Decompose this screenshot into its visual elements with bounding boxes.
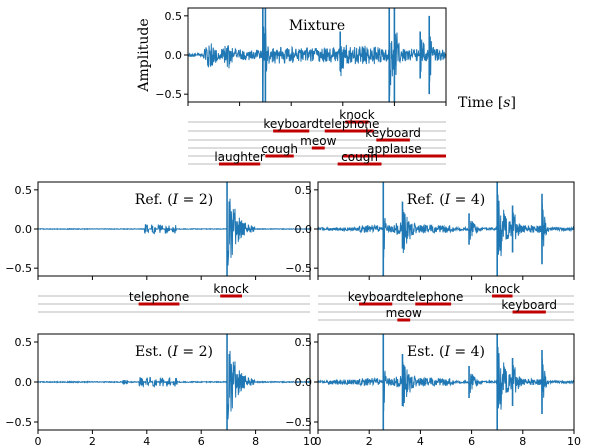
est4-xtick-label: 6	[468, 435, 475, 448]
est4-panel: 0.5 0.0 −0.50 2 4 6 8 10 Est. (I = 4)	[285, 333, 581, 448]
mixture-event-label: cough	[261, 142, 298, 156]
mixture-waveform-line	[188, 26, 446, 96]
ref4-ytick-label: 0.0	[295, 223, 313, 236]
est4-title: Est. (I = 4)	[407, 344, 485, 360]
mixture-event-label: keyboard	[365, 126, 421, 140]
est4-waveform	[318, 334, 574, 430]
ref2-waveform	[38, 182, 310, 276]
est4-ytick-label: −0.5	[285, 416, 312, 429]
mixture-event-label: laughter	[214, 150, 265, 164]
mixture-ylabel: Amplitude	[136, 18, 152, 92]
est2-ytick-label: 0.5	[15, 336, 33, 349]
est4-xtick-label: 0	[315, 435, 322, 448]
est4-xtick-label: 2	[366, 435, 373, 448]
ref2-event-track: telephone knock	[38, 282, 310, 313]
mixture-ytick-label: 0.5	[165, 10, 183, 23]
ref4-event-label: meow	[386, 306, 422, 320]
ref4-waveform	[318, 182, 574, 276]
est4-xtick-label: 4	[417, 435, 424, 448]
ref4-title: Ref. (I = 4)	[407, 192, 485, 208]
ref4-ytick-label: −0.5	[285, 262, 312, 275]
est2-xtick-label: 8	[252, 435, 259, 448]
mixture-event-label: knock	[339, 108, 374, 122]
est2-xtick-label: 0	[35, 435, 42, 448]
ref2-panel: 0.5 0.0 −0.5 Ref. (I = 2)	[5, 181, 311, 280]
ref4-panel: 0.5 0.0 −0.5 Ref. (I = 4)	[285, 181, 575, 280]
ref4-event-label: knock	[485, 282, 520, 296]
ref4-event-label: telephone	[403, 290, 463, 304]
est4-xtick-label: 8	[519, 435, 526, 448]
mixture-event-label: telephone	[319, 117, 379, 131]
est4-ytick-label: 0.5	[295, 336, 313, 349]
est2-xtick-label: 4	[143, 435, 150, 448]
ref4-event-label: keyboard	[501, 298, 557, 312]
ref4-waveform-line	[318, 194, 574, 264]
est2-waveform	[38, 334, 310, 430]
ref4-event-label: keyboard	[348, 290, 404, 304]
mixture-event-label: applause	[367, 142, 422, 156]
est4-ytick-label: 0.0	[295, 376, 313, 389]
est2-xtick-label: 6	[198, 435, 205, 448]
mixture-waveform	[188, 8, 446, 102]
mixture-event-label: meow	[300, 134, 336, 148]
ref2-ytick-label: 0.0	[15, 223, 33, 236]
mixture-panel: Amplitude Time [s] 0.5 0.0 −0.5 Mixture	[136, 7, 516, 111]
ref4-ytick-label: 0.5	[295, 184, 313, 197]
est4-waveform-line	[318, 346, 574, 414]
est2-ytick-label: −0.5	[5, 416, 32, 429]
ref2-ytick-label: 0.5	[15, 184, 33, 197]
est2-waveform-line	[38, 350, 310, 420]
ref2-waveform-line	[38, 198, 310, 266]
mixture-xlabel: Time [s]	[458, 95, 516, 111]
mixture-ytick-label: 0.0	[165, 49, 183, 62]
est2-xtick-label: 10	[303, 435, 317, 448]
ref2-event-label: knock	[213, 282, 248, 296]
est4-xtick-label: 10	[567, 435, 581, 448]
ref2-title: Ref. (I = 2)	[135, 192, 213, 208]
mixture-event-label: cough	[341, 150, 378, 164]
est2-title: Est. (I = 2)	[135, 344, 213, 360]
mixture-ytick-label: −0.5	[155, 88, 182, 101]
ref2-event-label: telephone	[129, 290, 189, 304]
est2-xtick-label: 2	[89, 435, 96, 448]
ref2-ytick-label: −0.5	[5, 262, 32, 275]
est2-ytick-label: 0.0	[15, 376, 33, 389]
mixture-event-label: keyboard	[263, 117, 319, 131]
mixture-title: Mixture	[289, 18, 345, 34]
